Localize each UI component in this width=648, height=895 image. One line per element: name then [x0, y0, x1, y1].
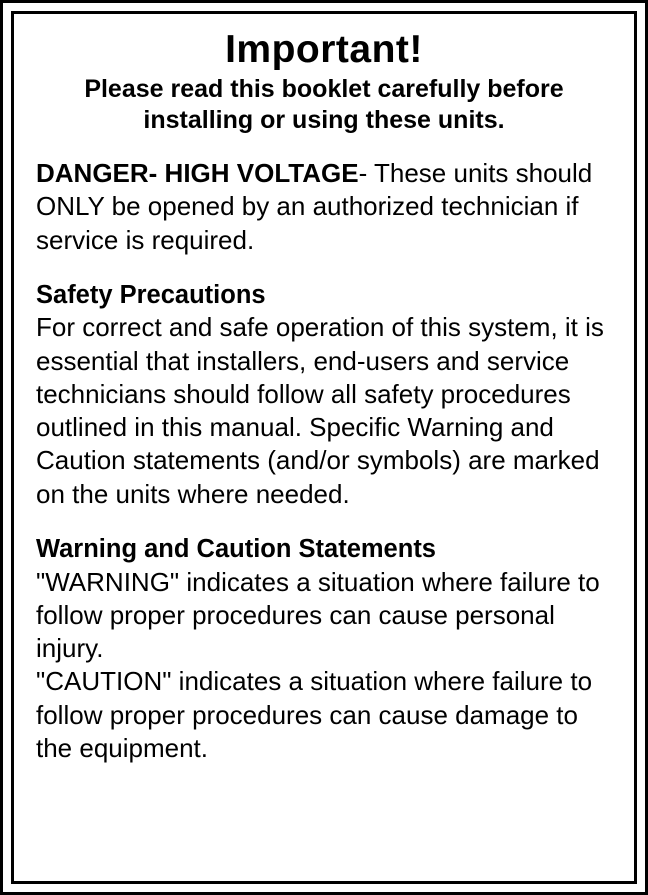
safety-body: For correct and safe operation of this s… — [36, 311, 612, 511]
outer-border-frame: Important! Please read this booklet care… — [0, 0, 648, 895]
safety-heading: Safety Precautions — [36, 279, 612, 312]
caution-definition: "CAUTION" indicates a situation where fa… — [36, 665, 612, 765]
document-title: Important! — [36, 28, 612, 72]
warning-caution-heading: Warning and Caution Statements — [36, 533, 612, 566]
warning-caution-section: Warning and Caution Statements "WARNING"… — [36, 533, 612, 765]
document-subtitle: Please read this booklet carefully befor… — [36, 74, 612, 135]
safety-precautions-section: Safety Precautions For correct and safe … — [36, 279, 612, 511]
danger-heading: DANGER- HIGH VOLTAGE — [36, 158, 359, 188]
danger-section: DANGER- HIGH VOLTAGE- These units should… — [36, 157, 612, 257]
warning-definition: "WARNING" indicates a situation where fa… — [36, 566, 612, 666]
inner-border-frame: Important! Please read this booklet care… — [11, 11, 637, 884]
